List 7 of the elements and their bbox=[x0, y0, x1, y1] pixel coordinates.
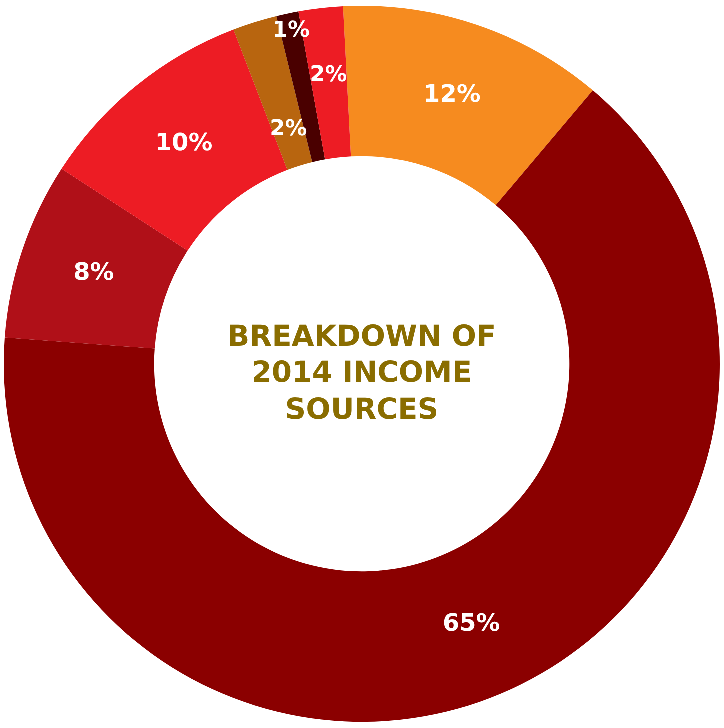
text: BREAKDOWN OF 2014 INCOME SOURCES bbox=[226, 318, 498, 427]
data-label: 2% bbox=[270, 116, 308, 142]
data-label: 8% bbox=[74, 258, 114, 286]
data-label: 12% bbox=[423, 80, 481, 108]
data-label: 65% bbox=[442, 608, 500, 637]
data-label: 2% bbox=[310, 62, 348, 88]
data-label: 10% bbox=[155, 128, 213, 156]
